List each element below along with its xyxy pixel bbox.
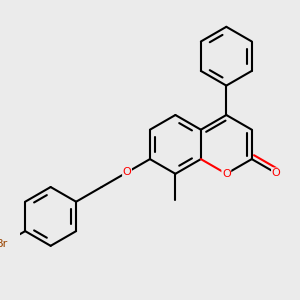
- Text: O: O: [272, 168, 280, 178]
- Text: O: O: [123, 167, 131, 177]
- Text: Br: Br: [0, 239, 8, 249]
- Text: O: O: [222, 169, 231, 179]
